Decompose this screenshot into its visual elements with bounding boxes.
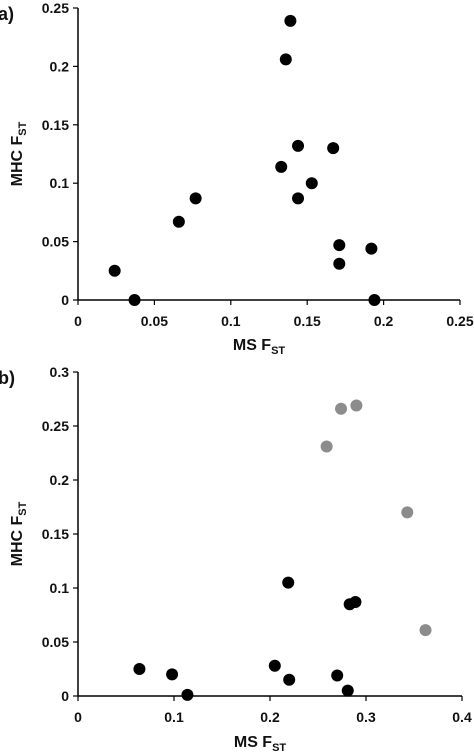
data-point <box>108 264 121 277</box>
data-point <box>275 160 288 173</box>
x-tick-label: 0 <box>74 313 82 329</box>
data-point <box>401 506 414 519</box>
data-point <box>349 596 362 609</box>
y-tick-label: 0.1 <box>50 580 70 596</box>
x-tick-label: 0.3 <box>356 709 376 725</box>
y-tick-label: 0.05 <box>42 634 69 650</box>
panel-label: a) <box>0 4 14 24</box>
y-tick-label: 0.25 <box>42 0 69 16</box>
y-tick-label: 0.15 <box>42 526 69 542</box>
x-axis-label: MS FST <box>234 734 287 754</box>
data-point <box>133 663 146 675</box>
x-tick-label: 0 <box>74 709 82 725</box>
data-point <box>279 53 292 66</box>
data-point <box>128 294 141 306</box>
panel-b: 0 0.1 0.2 0.3 0.4 0 0.05 0.1 0.15 0.2 0.25 0.3 b) MS … <box>0 364 472 754</box>
data-point <box>283 673 296 686</box>
data-point <box>305 177 318 190</box>
data-point <box>331 669 344 682</box>
x-tick-label: 0.1 <box>164 709 184 725</box>
data-point <box>292 192 305 205</box>
x-tick-label: 0.2 <box>374 313 394 329</box>
data-point <box>181 688 194 701</box>
panel-a: 0 0.05 0.1 0.15 0.2 0.25 0 0.05 0.1 0.15 0.2 0.25 a)… <box>0 0 474 357</box>
y-axis-label: MHC FST <box>9 121 29 186</box>
x-tick-label: 0.15 <box>294 313 321 329</box>
data-point <box>341 684 354 697</box>
y-tick-label: 0.3 <box>50 364 70 380</box>
x-tick-label: 0.25 <box>446 313 473 329</box>
panel-label: b) <box>0 368 15 388</box>
data-point <box>335 402 348 415</box>
x-tick-label: 0.1 <box>221 313 241 329</box>
y-tick-label: 0 <box>61 688 69 704</box>
data-point <box>172 215 185 228</box>
y-tick-label: 0.15 <box>42 117 69 133</box>
data-point <box>189 192 202 205</box>
data-point <box>268 659 281 672</box>
data-point <box>419 624 432 637</box>
x-axis-label: MS FST <box>233 337 286 357</box>
data-point <box>282 576 295 589</box>
data-point <box>292 139 305 152</box>
data-point <box>333 239 346 252</box>
data-point <box>368 294 381 306</box>
x-tick-label: 0.2 <box>260 709 280 725</box>
data-point <box>327 142 340 155</box>
data-point <box>166 668 179 681</box>
y-tick-label: 0.25 <box>42 418 69 434</box>
x-tick-label: 0.4 <box>452 709 472 725</box>
data-point <box>320 440 333 453</box>
data-point <box>284 14 297 27</box>
y-tick-label: 0.2 <box>50 472 70 488</box>
y-axis-label: MHC FST <box>9 501 29 566</box>
x-tick-label: 0.05 <box>141 313 168 329</box>
y-tick-label: 0.1 <box>50 175 70 191</box>
y-tick-label: 0.05 <box>42 234 69 250</box>
data-point <box>365 242 378 255</box>
y-tick-label: 0.2 <box>50 58 70 74</box>
data-point <box>350 399 363 412</box>
data-point <box>333 257 346 270</box>
y-tick-label: 0 <box>61 292 69 308</box>
